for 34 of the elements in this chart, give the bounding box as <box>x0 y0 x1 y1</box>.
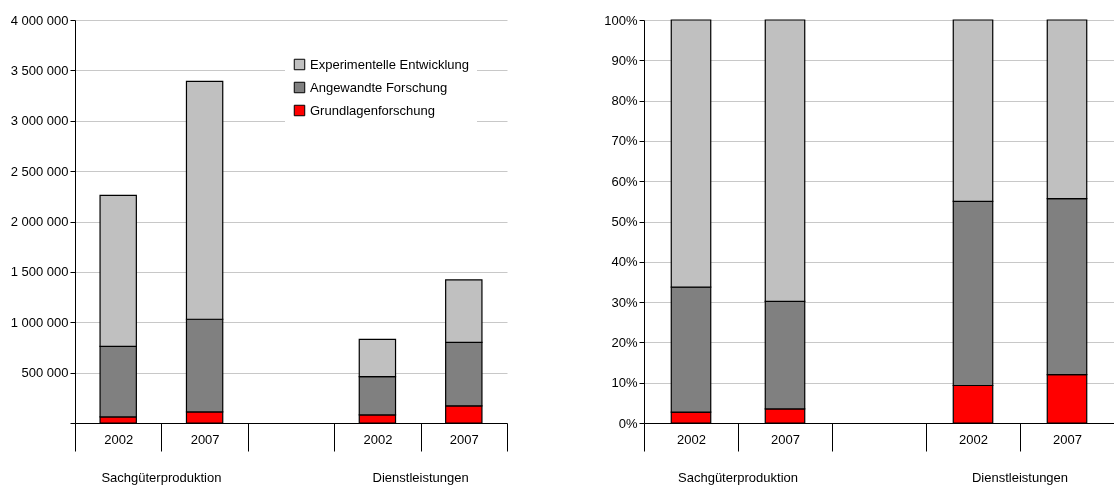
x-tick-label: 2002 <box>363 431 393 447</box>
y-tick-label: 1 500 000 <box>10 264 69 280</box>
text: Dienstleistungen <box>971 470 1069 485</box>
x-tick-label: 2002 <box>104 431 134 447</box>
y-tick-label: 100% <box>604 12 638 28</box>
y-tick-label: 4 000 000 <box>10 12 69 28</box>
text: Dienstleistungen <box>372 470 469 485</box>
x-tick-label: 2002 <box>959 431 988 447</box>
y-tick-label: 30% <box>611 294 638 310</box>
y-tick-label: 50% <box>611 214 638 229</box>
y-tick-label: 80% <box>611 93 638 109</box>
y-tick-label: 2 500 000 <box>10 163 69 179</box>
y-tick-label: 90% <box>611 52 638 68</box>
y-tick-label: 3 500 000 <box>10 62 69 78</box>
y-tick-label: 1 000 000 <box>10 314 69 330</box>
x-tick-label: 2007 <box>449 431 479 447</box>
legend-label: Experimentelle Entwicklung <box>310 56 469 72</box>
y-tick-label: 0% <box>618 415 638 431</box>
y-tick-label: 20% <box>611 334 638 350</box>
y-tick-label: 70% <box>611 133 638 149</box>
x-tick-label: 2007 <box>771 431 800 447</box>
x-tick-label: 2002 <box>677 431 706 447</box>
x-tick-label: 2007 <box>190 431 220 447</box>
text: Sachgüterproduktion <box>678 470 798 485</box>
legend-label: Grundlagenforschung <box>310 102 436 118</box>
y-tick-label: 500 000 <box>21 365 69 381</box>
legend-label: Angewandte Forschung <box>310 79 448 95</box>
y-tick-label: 10% <box>611 375 638 391</box>
text: Sachgüterproduktion <box>101 470 222 485</box>
y-tick-label: 3 000 000 <box>10 113 69 129</box>
y-tick-label: 40% <box>611 254 638 270</box>
y-tick-label: 60% <box>611 173 638 189</box>
x-tick-label: 2007 <box>1053 431 1082 447</box>
y-tick-label: 2 000 000 <box>10 214 69 229</box>
